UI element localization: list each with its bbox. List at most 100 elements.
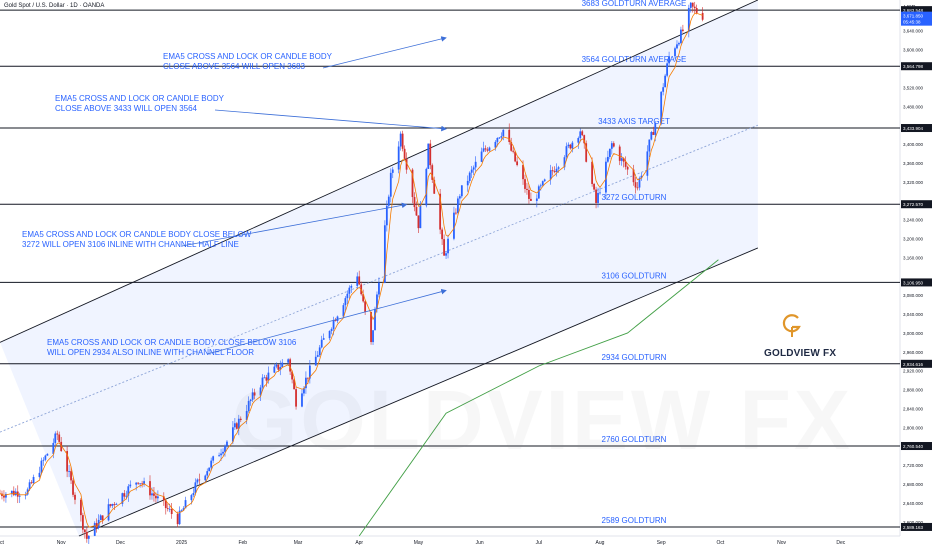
candle-body [301, 393, 303, 407]
candle-body [164, 500, 167, 509]
candle-body [433, 179, 436, 194]
candle-body [689, 2, 692, 8]
x-tick-label: Jul [536, 540, 542, 546]
candle-body [413, 197, 416, 208]
candle-body [56, 433, 59, 435]
candle-body [571, 142, 574, 149]
candle-body [279, 367, 282, 370]
candle-body [539, 185, 542, 187]
candle-body [303, 388, 305, 394]
candle-body [585, 143, 588, 162]
annotation-text: EMA5 CROSS AND LOCK OR CANDLE BODY CLOSE… [22, 230, 252, 239]
candle-body [231, 427, 234, 442]
y-tick-label: 3,360.000 [903, 161, 924, 166]
candle-body [411, 169, 414, 198]
candle-body [654, 123, 657, 135]
goldturn-level-label: 3106 GOLDTURN [602, 271, 667, 280]
candle-body [470, 169, 473, 173]
annotation-text: EMA5 CROSS AND LOCK OR CANDLE BODY [55, 94, 225, 103]
candle-body [289, 359, 292, 372]
y-tick-label: 2,800.000 [903, 425, 924, 430]
candle-body [512, 150, 515, 152]
candle-body [640, 175, 643, 179]
y-tick-label: 2,680.000 [903, 482, 924, 487]
level-price-tag [901, 359, 932, 368]
candle-body [510, 142, 513, 151]
candle-body [415, 207, 418, 216]
candle-body [328, 330, 331, 339]
candle-body [441, 229, 444, 240]
candle-body [139, 483, 142, 485]
candle-body [453, 212, 455, 239]
candle-body [210, 460, 213, 468]
x-tick-label: Sep [657, 540, 666, 546]
candle-body [287, 359, 290, 363]
y-tick-label: 2,840.000 [903, 406, 924, 411]
candle-body [58, 434, 61, 442]
chart-title: Gold Spot / U.S. Dollar · 1D · OANDA [4, 3, 105, 9]
candle-body [605, 161, 607, 193]
y-tick-label: 3,080.000 [903, 293, 924, 298]
candle-body [60, 441, 63, 452]
candle-body [480, 151, 483, 162]
last-price-label: 3,671.850 [903, 14, 924, 19]
candle-body [691, 2, 694, 7]
x-tick-label: Nov [777, 540, 786, 546]
candle-body [308, 365, 311, 379]
candle-body [168, 508, 171, 510]
level-price-tag [901, 522, 932, 531]
candle-body [555, 168, 558, 173]
candle-body [595, 189, 597, 203]
candle-body [612, 143, 615, 147]
candle-body [356, 276, 359, 286]
annotation-arrow [206, 288, 447, 355]
candle-body [127, 486, 130, 496]
level-price-label: 3,683.548 [903, 8, 924, 13]
ema5-line [0, 12, 703, 528]
watermark: GOLDVIEW FX [232, 373, 853, 467]
candle-body [5, 493, 7, 498]
candle-body [543, 179, 546, 182]
candle-body [417, 215, 420, 229]
candle-body [391, 169, 394, 173]
x-tick-label: 2025 [176, 540, 187, 546]
y-tick-label: 2,960.000 [903, 350, 924, 355]
candle-body [401, 133, 404, 149]
x-tick-label: Aug [596, 540, 605, 546]
candle-body [70, 471, 72, 481]
candle-body [135, 482, 138, 485]
candle-body [565, 146, 568, 158]
candle-body [265, 377, 268, 381]
candle-body [526, 188, 528, 190]
candle-body [344, 298, 347, 306]
candle-body [306, 377, 309, 379]
candle-body [194, 482, 197, 494]
candle-body [281, 362, 284, 368]
candle-body [111, 504, 114, 506]
candle-body [626, 166, 629, 170]
candle-body [10, 490, 13, 494]
y-tick-label: 2,920.000 [903, 369, 924, 374]
candle-body [156, 496, 159, 499]
candle-body [249, 399, 252, 402]
candle-body [455, 212, 457, 214]
y-tick-label: 3,000.000 [903, 331, 924, 336]
candle-body [528, 189, 530, 199]
candle-body [46, 453, 49, 456]
candle-body [387, 196, 390, 206]
candle-body [624, 161, 627, 167]
candle-body [583, 135, 586, 144]
x-tick-label: Mar [294, 540, 303, 546]
candle-body [522, 165, 524, 180]
candle-body [427, 143, 430, 169]
x-tick-label: May [414, 540, 424, 546]
candle-body [482, 148, 485, 152]
candle-body [141, 483, 144, 485]
candle-body [155, 495, 157, 499]
candle-body [153, 493, 155, 496]
candle-body [101, 515, 104, 521]
candle-body [563, 157, 566, 168]
y-tick-label: 3,400.000 [903, 142, 924, 147]
candle-body [425, 168, 428, 206]
